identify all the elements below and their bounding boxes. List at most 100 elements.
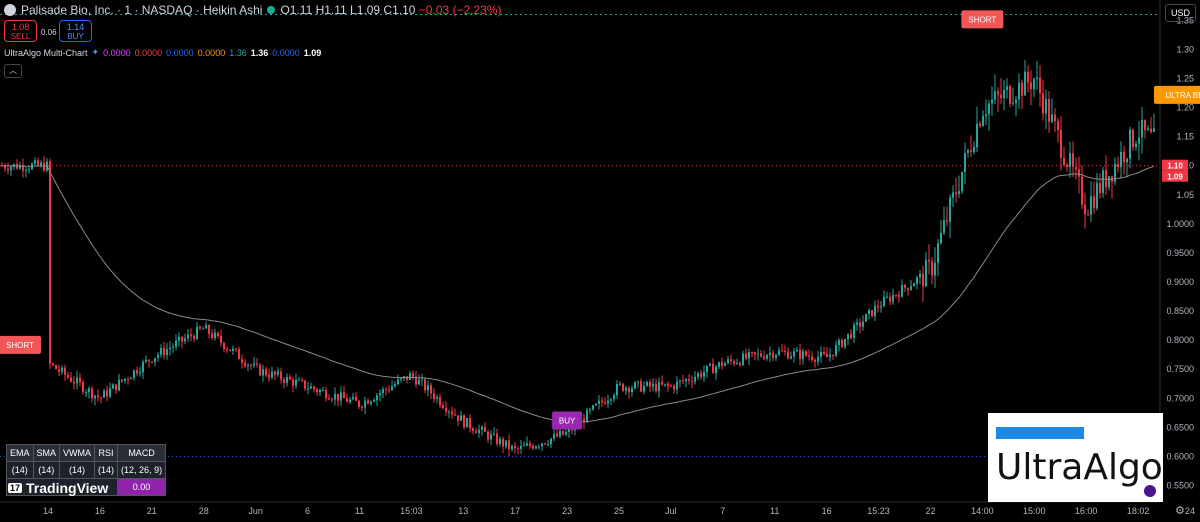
indicator-settings-icon[interactable]: ✦ xyxy=(91,47,100,57)
candle-body xyxy=(373,400,375,402)
candle-body xyxy=(370,401,372,404)
candle-body xyxy=(967,150,969,153)
candle-body xyxy=(1075,166,1077,170)
candle-body xyxy=(619,383,621,385)
candle-body xyxy=(1084,204,1086,215)
candle-body xyxy=(925,259,927,287)
candle-body xyxy=(907,287,909,290)
x-tick-label: 24 xyxy=(1185,506,1195,516)
currency-selector[interactable]: USD xyxy=(1165,4,1196,22)
candle-body xyxy=(946,220,948,222)
candle-body xyxy=(19,165,21,169)
candle-body xyxy=(631,388,633,393)
buy-button[interactable]: 1.14 BUY xyxy=(59,20,92,42)
symbol-title[interactable]: Palisade Bio, Inc. · 1 · NASDAQ · Heikin… xyxy=(21,3,263,17)
candle-body xyxy=(592,405,594,410)
settings-gear-icon[interactable]: ⚙ xyxy=(1175,505,1185,517)
candle-body xyxy=(1117,163,1119,168)
candle-body xyxy=(340,392,342,401)
candle-body xyxy=(784,350,786,352)
candle-body xyxy=(682,380,684,382)
candle-body xyxy=(133,370,135,378)
candle-body xyxy=(970,150,972,153)
x-tick-label: 18:02 xyxy=(1127,506,1150,516)
candle-body xyxy=(754,352,756,355)
tradingview-logo[interactable]: 17 TradingView xyxy=(8,480,109,496)
candle-body xyxy=(745,353,747,359)
candle-body xyxy=(385,388,387,390)
candle-body xyxy=(139,372,141,374)
candle-body xyxy=(676,381,678,390)
table-header: SMA xyxy=(32,444,61,462)
candle-body xyxy=(709,363,711,366)
candle-body xyxy=(859,322,861,327)
candle-body xyxy=(694,376,696,382)
indicator-legend[interactable]: UltraAlgo Multi-Chart ✦ 0.0000 0.0000 0.00… xyxy=(4,47,321,58)
candle-body xyxy=(130,377,132,380)
candle-body xyxy=(1078,169,1080,177)
candle-body xyxy=(1153,128,1155,132)
candle-body xyxy=(544,443,546,445)
candle-body xyxy=(73,381,75,384)
candle-body xyxy=(532,445,534,449)
candle-body xyxy=(781,350,783,352)
candle-body xyxy=(247,364,249,367)
candle-body xyxy=(1129,129,1131,159)
candle-body xyxy=(1066,164,1068,167)
x-tick-label: 15:00 xyxy=(1023,506,1046,516)
candle-body xyxy=(673,385,675,390)
collapse-legend-button[interactable]: ︿ xyxy=(4,64,22,78)
candle-body xyxy=(67,374,69,378)
candle-body xyxy=(712,363,714,374)
x-tick-label: Jul xyxy=(665,506,677,516)
candle-body xyxy=(790,356,792,359)
candle-body xyxy=(766,355,768,359)
candle-body xyxy=(550,438,552,445)
candle-body xyxy=(808,355,810,357)
candle-body xyxy=(997,91,999,95)
x-tick-label: 11 xyxy=(770,506,779,516)
candle-body xyxy=(424,379,426,391)
candle-body xyxy=(700,373,702,377)
market-status-icon xyxy=(267,6,276,14)
candle-body xyxy=(85,392,87,394)
candle-body xyxy=(661,381,663,385)
candle-body xyxy=(718,362,720,367)
signal-badge xyxy=(961,10,1004,29)
chart-header: Palisade Bio, Inc. · 1 · NASDAQ · Heikin… xyxy=(4,3,502,17)
x-tick-label: 21 xyxy=(147,506,157,516)
candle-body xyxy=(697,373,699,377)
candle-body xyxy=(940,232,942,244)
candle-body xyxy=(106,390,108,397)
candle-body xyxy=(763,356,765,359)
x-tick-label: 13 xyxy=(458,506,468,516)
candle-body xyxy=(142,361,144,373)
candle-body xyxy=(751,352,753,354)
candle-body xyxy=(442,405,444,408)
candle-body xyxy=(28,169,30,171)
candle-body xyxy=(748,352,750,359)
candle-body xyxy=(742,353,744,365)
candle-body xyxy=(1120,151,1122,168)
y-tick-label: 0.9500 xyxy=(1166,248,1194,258)
x-tick-label: 6 xyxy=(305,506,310,516)
candle-body xyxy=(433,393,435,399)
candle-body xyxy=(856,322,858,325)
candle-body xyxy=(664,383,666,385)
candle-body xyxy=(655,383,657,392)
candle-body xyxy=(268,375,270,378)
moving-average-line xyxy=(1,165,1155,423)
candle-body xyxy=(1069,152,1071,167)
x-tick-label: 7 xyxy=(720,506,725,516)
candle-body xyxy=(877,305,879,308)
indicator-value: 0.0000 xyxy=(197,47,226,58)
candle-body xyxy=(70,377,72,382)
candle-body xyxy=(136,370,138,374)
candle-body xyxy=(472,428,474,432)
sell-button[interactable]: 1.08 SELL xyxy=(4,20,37,42)
indicator-value: 1.09 xyxy=(303,47,322,58)
candle-body xyxy=(334,393,336,400)
signal-badge xyxy=(552,411,583,430)
candle-body xyxy=(208,325,210,334)
